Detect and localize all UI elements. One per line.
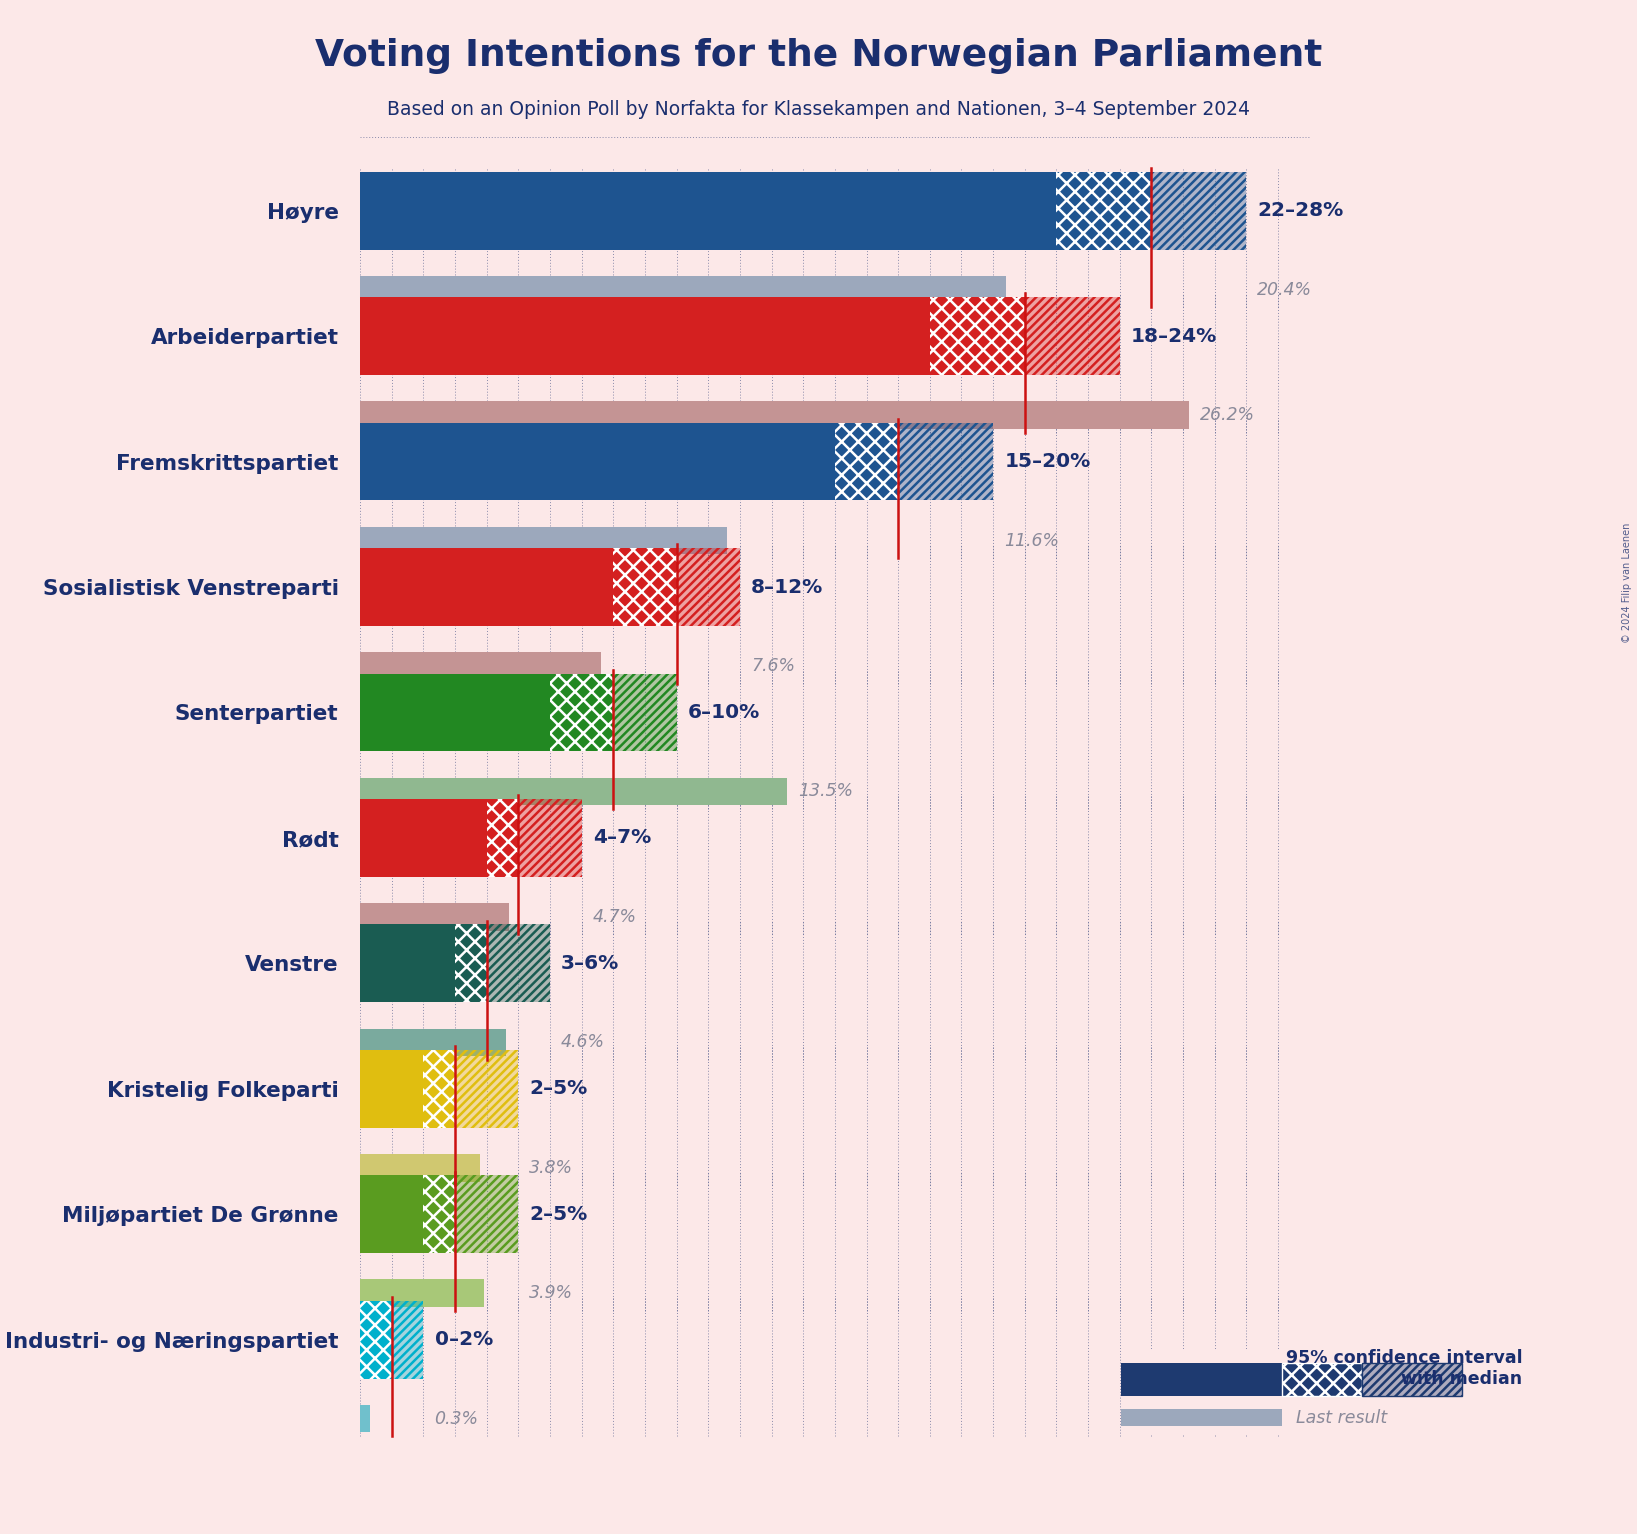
Text: 18–24%: 18–24%: [1131, 327, 1216, 345]
Bar: [360, 1049, 424, 1127]
Bar: [455, 1175, 519, 1253]
Text: 3.9%: 3.9%: [529, 1284, 573, 1302]
Text: 4–7%: 4–7%: [593, 828, 652, 847]
Bar: [486, 925, 550, 1002]
Bar: [550, 673, 614, 752]
Bar: [360, 1279, 483, 1307]
Text: 4.6%: 4.6%: [561, 1034, 606, 1051]
Bar: [899, 423, 994, 500]
Bar: [424, 1175, 455, 1253]
Bar: [614, 673, 676, 752]
Text: 2–5%: 2–5%: [529, 1204, 588, 1224]
Bar: [360, 1154, 480, 1181]
Bar: [360, 652, 601, 680]
Bar: [360, 526, 727, 554]
Bar: [1362, 1362, 1462, 1396]
Bar: [1121, 1362, 1282, 1396]
Bar: [1362, 1362, 1462, 1396]
Bar: [835, 423, 899, 500]
Text: 3.8%: 3.8%: [529, 1158, 573, 1177]
Bar: [835, 423, 899, 500]
Bar: [360, 402, 1190, 430]
Text: Last result: Last result: [1297, 1408, 1388, 1427]
Bar: [424, 1175, 455, 1253]
Text: © 2024 Filip van Laenen: © 2024 Filip van Laenen: [1622, 523, 1632, 643]
Bar: [360, 548, 614, 626]
Text: 6–10%: 6–10%: [688, 703, 760, 723]
Bar: [1151, 172, 1246, 250]
Bar: [455, 1049, 519, 1127]
Text: 3–6%: 3–6%: [561, 954, 619, 973]
Bar: [1025, 298, 1120, 374]
Text: 13.5%: 13.5%: [799, 782, 853, 801]
Bar: [486, 799, 519, 877]
Bar: [455, 925, 486, 1002]
Bar: [899, 423, 994, 500]
Bar: [360, 673, 550, 752]
Bar: [676, 548, 740, 626]
Bar: [360, 276, 1005, 304]
Bar: [360, 1301, 391, 1379]
Bar: [519, 799, 581, 877]
Text: Based on an Opinion Poll by Norfakta for Klassekampen and Nationen, 3–4 Septembe: Based on an Opinion Poll by Norfakta for…: [386, 100, 1251, 118]
Text: 20.4%: 20.4%: [1257, 281, 1313, 299]
Text: 95% confidence interval
with median: 95% confidence interval with median: [1285, 1348, 1522, 1388]
Bar: [930, 298, 1025, 374]
Bar: [486, 925, 550, 1002]
Bar: [550, 673, 614, 752]
Text: 11.6%: 11.6%: [1003, 532, 1059, 549]
Text: 0–2%: 0–2%: [434, 1330, 493, 1350]
Bar: [519, 799, 581, 877]
Bar: [930, 298, 1025, 374]
Bar: [360, 1029, 506, 1057]
Text: 8–12%: 8–12%: [751, 577, 823, 597]
Bar: [391, 1301, 424, 1379]
Bar: [1121, 1408, 1282, 1427]
Bar: [486, 799, 519, 877]
Bar: [455, 925, 486, 1002]
Text: 4.7%: 4.7%: [593, 908, 637, 927]
Bar: [360, 298, 930, 374]
Bar: [614, 548, 676, 626]
Bar: [1282, 1362, 1362, 1396]
Bar: [1025, 298, 1120, 374]
Bar: [1151, 172, 1246, 250]
Bar: [360, 1301, 391, 1379]
Bar: [455, 1175, 519, 1253]
Text: 2–5%: 2–5%: [529, 1080, 588, 1098]
Bar: [614, 548, 676, 626]
Text: 22–28%: 22–28%: [1257, 201, 1344, 221]
Bar: [360, 1405, 370, 1433]
Bar: [360, 904, 509, 931]
Bar: [1056, 172, 1151, 250]
Bar: [1056, 172, 1151, 250]
Bar: [360, 1175, 424, 1253]
Bar: [360, 925, 455, 1002]
Bar: [1282, 1362, 1362, 1396]
Bar: [391, 1301, 424, 1379]
Bar: [455, 1049, 519, 1127]
Bar: [424, 1049, 455, 1127]
Text: 0.3%: 0.3%: [434, 1410, 478, 1428]
Text: 7.6%: 7.6%: [751, 657, 796, 675]
Text: 15–20%: 15–20%: [1003, 453, 1090, 471]
Bar: [360, 799, 486, 877]
Bar: [360, 778, 787, 805]
Bar: [360, 423, 835, 500]
Bar: [424, 1049, 455, 1127]
Bar: [676, 548, 740, 626]
Bar: [614, 673, 676, 752]
Text: 26.2%: 26.2%: [1200, 407, 1256, 423]
Text: Voting Intentions for the Norwegian Parliament: Voting Intentions for the Norwegian Parl…: [314, 38, 1323, 74]
Bar: [360, 172, 1056, 250]
